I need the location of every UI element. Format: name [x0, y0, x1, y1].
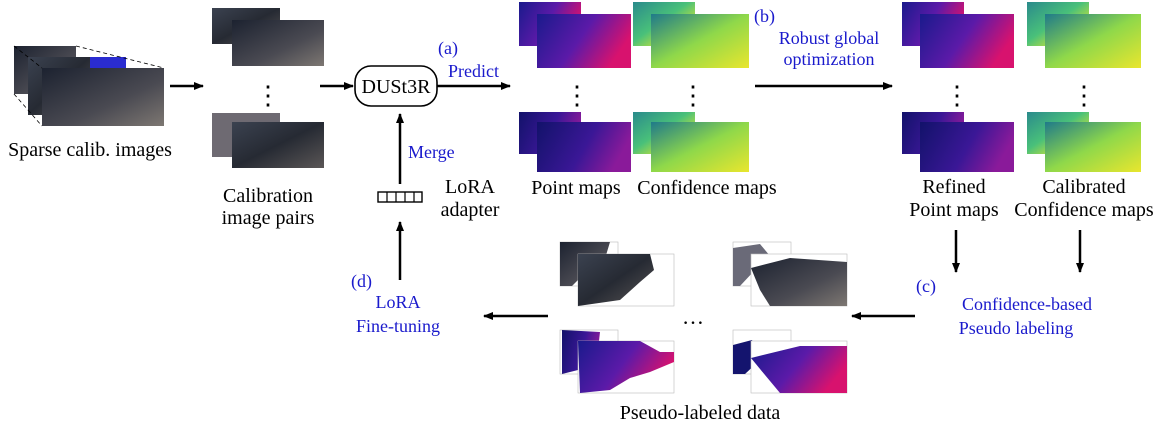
pseudo-rgb-right-front-content [751, 258, 847, 306]
pseudo-rgb-left-front-content [578, 254, 654, 306]
point-map-top-front [537, 14, 631, 68]
calib-label-2: image pairs [222, 207, 315, 229]
step-d-label-2: Fine-tuning [356, 316, 440, 336]
refined-maps: ⋮ ⋮ Refined Point maps Calibrated Confid… [902, 2, 1154, 221]
step-b-marker: (b) [754, 6, 775, 27]
refined-label-1: Refined [922, 176, 985, 198]
conf-map-top-front [651, 14, 749, 68]
step-d-label-1: LoRA [376, 292, 421, 312]
step-b-label-2: optimization [784, 49, 875, 69]
pseudo-depth-left-front-content [578, 341, 674, 393]
pair-top-front [232, 20, 324, 66]
sparse-image-front [42, 68, 164, 126]
model-label: DUSt3R [362, 76, 432, 98]
calibrated-label-2: Confidence maps [1014, 199, 1154, 221]
step-a-label: Predict [448, 61, 499, 81]
lora-label-1: LoRA [445, 176, 496, 198]
calib-conf-top-front [1045, 14, 1141, 68]
step-d-marker: (d) [351, 271, 372, 292]
calibrated-vdots: ⋮ [1071, 81, 1097, 110]
refined-vdots: ⋮ [944, 81, 970, 110]
pseudo-depth-right-front-content [751, 346, 847, 393]
lora-adapter: LoRA adapter [377, 176, 500, 221]
step-a-marker: (a) [438, 38, 458, 59]
pseudo-label: Pseudo-labeled data [620, 402, 781, 424]
step-b-label-1: Robust global [779, 28, 880, 48]
point-vdots: ⋮ [564, 81, 590, 110]
point-map-bottom-front [537, 122, 631, 172]
point-maps-label: Point maps [531, 177, 621, 199]
confidence-maps-label: Confidence maps [637, 177, 777, 199]
conf-map-bottom-front [651, 122, 749, 172]
lora-adapter-cells [386, 192, 415, 202]
refined-map-top-front [920, 14, 1014, 68]
calib-label-1: Calibration [223, 185, 313, 207]
pseudo-hdots: … [682, 304, 704, 329]
predicted-maps: ⋮ ⋮ Point maps Confidence maps [519, 2, 777, 199]
calibrated-label-1: Calibrated [1042, 176, 1125, 198]
sparse-images-stack: Sparse calib. images [8, 45, 172, 161]
stack-dashed-lines [13, 45, 165, 127]
sparse-images-label: Sparse calib. images [8, 139, 172, 161]
step-c-label-2: Pseudo labeling [959, 318, 1074, 338]
calibration-pairs: ⋮ Calibration image pairs [212, 8, 324, 229]
dust3r-model: DUSt3R [354, 65, 438, 107]
calib-vdots: ⋮ [255, 81, 281, 110]
refined-label-2: Point maps [909, 199, 999, 221]
lora-label-2: adapter [441, 199, 500, 221]
conf-vdots: ⋮ [680, 81, 706, 110]
lora-adapter-block [377, 191, 423, 203]
merge-label: Merge [408, 142, 455, 162]
pair-bottom-front [232, 122, 324, 168]
calib-conf-bottom-front [1045, 122, 1141, 172]
refined-map-bottom-front [920, 122, 1014, 172]
step-c-marker: (c) [916, 276, 936, 297]
pseudo-labeled-data: … Pseudo-labeled data [559, 241, 848, 424]
step-c-label-1: Confidence-based [962, 294, 1092, 314]
